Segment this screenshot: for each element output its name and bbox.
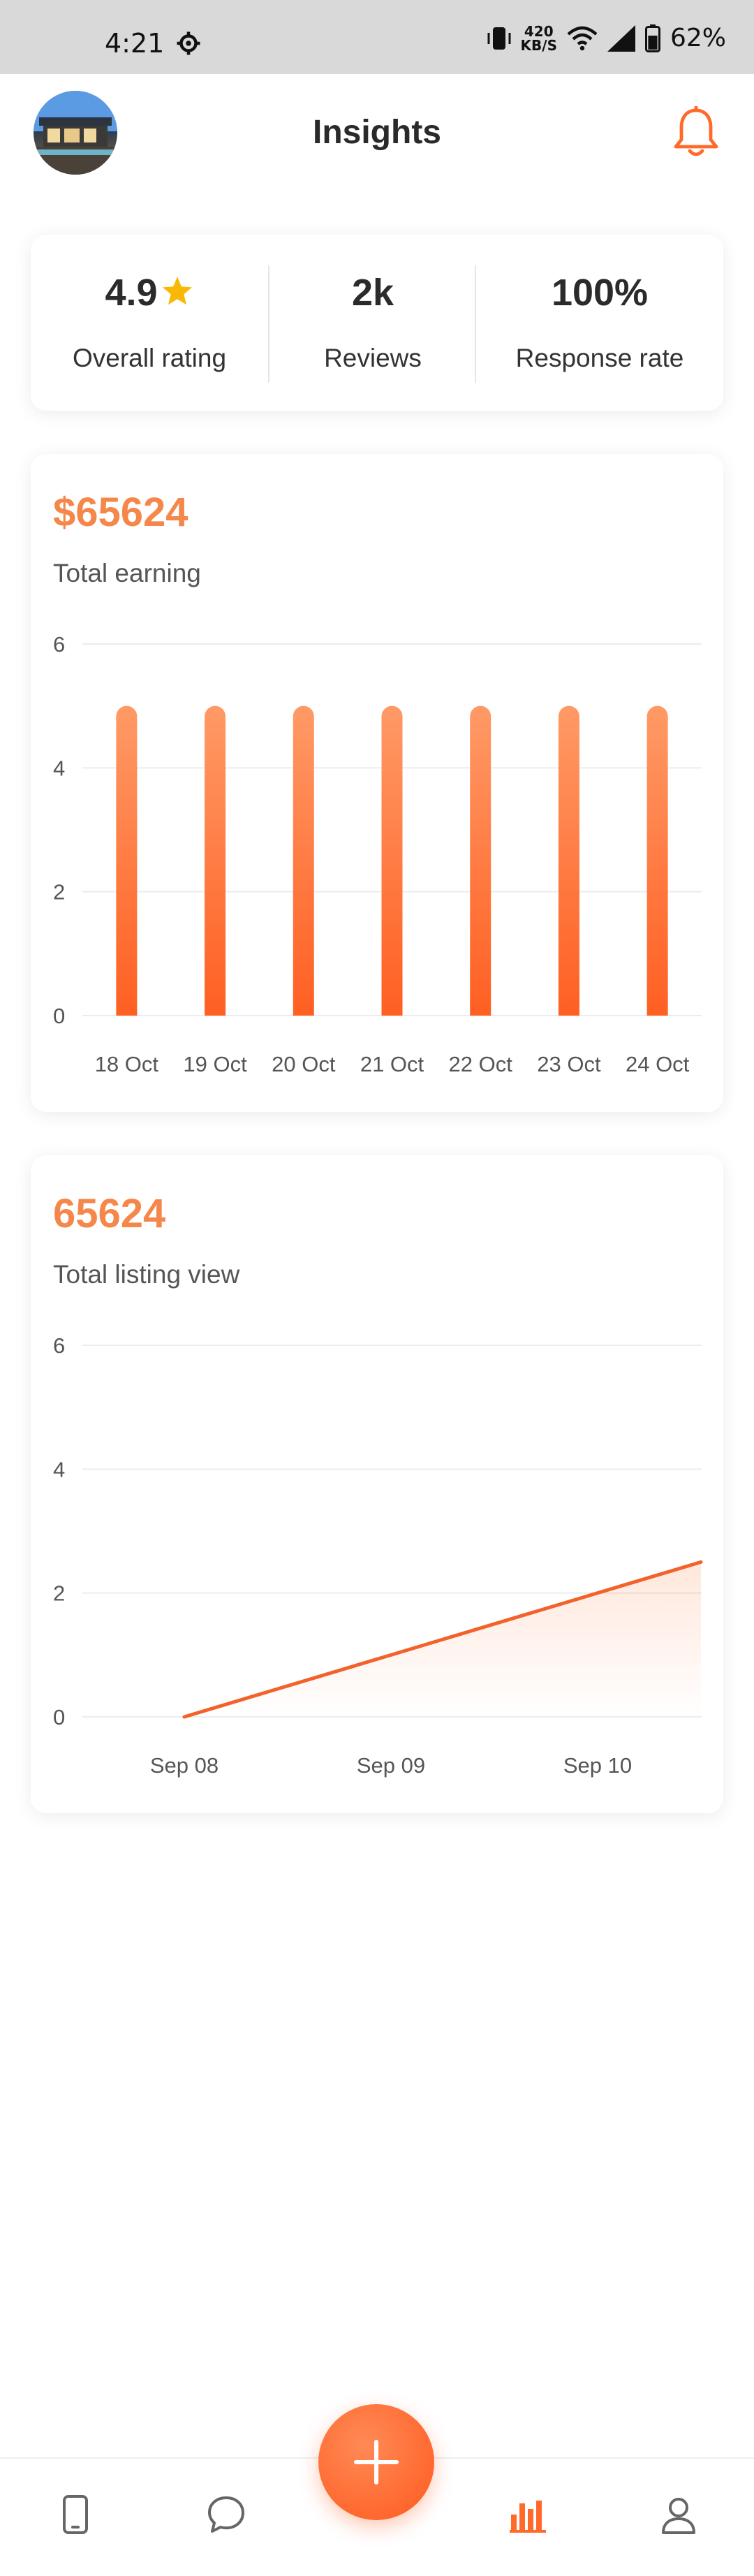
x-tick-label: 18 Oct bbox=[95, 1052, 159, 1076]
bar[interactable] bbox=[205, 705, 226, 1016]
stat-label-reviews: Reviews bbox=[324, 344, 422, 372]
x-tick-label: 20 Oct bbox=[272, 1052, 336, 1076]
bar[interactable] bbox=[558, 705, 579, 1016]
bar[interactable] bbox=[470, 705, 491, 1016]
house-photo-icon bbox=[34, 91, 117, 175]
stat-value-rating: 4.9 bbox=[31, 271, 268, 314]
earnings-amount: $65624 bbox=[53, 490, 188, 535]
y-tick-label: 6 bbox=[53, 1333, 65, 1358]
profile-icon[interactable] bbox=[656, 2492, 701, 2537]
status-bar: 4:21 420 KB/S bbox=[0, 0, 754, 74]
settings-gear-icon bbox=[177, 31, 200, 55]
chat-icon[interactable] bbox=[204, 2492, 249, 2537]
bell-icon[interactable] bbox=[673, 106, 719, 159]
status-time: 4:21 bbox=[105, 28, 165, 59]
y-tick-label: 6 bbox=[53, 632, 65, 657]
stat-overall-rating: 4.9 Overall rating bbox=[31, 235, 268, 411]
stat-divider bbox=[268, 265, 269, 383]
y-tick-label: 0 bbox=[53, 1705, 65, 1729]
stat-response-rate: 100% Response rate bbox=[476, 235, 723, 411]
net-speed-unit: KB/S bbox=[520, 36, 557, 54]
x-tick-label: 23 Oct bbox=[537, 1052, 601, 1076]
y-tick-label: 4 bbox=[53, 1457, 65, 1481]
rating-value: 4.9 bbox=[105, 272, 158, 314]
bar[interactable] bbox=[381, 705, 403, 1016]
battery-percent: 62% bbox=[670, 24, 726, 52]
listing-views-card: 65624 Total listing view 0 2 4 6 Sep 08 Sep 0… bbox=[31, 1155, 723, 1813]
listing-views-line-chart: 0 2 4 6 Sep 08 Sep 09 Sep 10 bbox=[53, 1333, 703, 1778]
stat-divider bbox=[475, 265, 476, 383]
earnings-label: Total earning bbox=[53, 559, 201, 587]
house-photo-avatar[interactable] bbox=[34, 91, 117, 175]
x-tick-label: 24 Oct bbox=[626, 1052, 690, 1076]
add-listing-button[interactable] bbox=[318, 2404, 434, 2520]
stat-label-response: Response rate bbox=[515, 344, 684, 372]
net-speed: 420 KB/S bbox=[521, 24, 557, 52]
views-amount: 65624 bbox=[53, 1191, 166, 1236]
bar-chart-icon[interactable] bbox=[505, 2492, 550, 2537]
status-icons: 420 KB/S 62% bbox=[487, 24, 726, 52]
x-tick-label: Sep 09 bbox=[357, 1753, 425, 1778]
x-tick-label: 19 Oct bbox=[183, 1052, 247, 1076]
net-speed-value: 420 bbox=[524, 22, 554, 40]
app-header: Insights bbox=[0, 74, 754, 193]
add-icon bbox=[354, 2440, 399, 2484]
y-tick-label: 2 bbox=[53, 880, 65, 905]
y-tick-label: 0 bbox=[53, 1004, 65, 1028]
y-tick-label: 2 bbox=[53, 1581, 65, 1606]
stat-reviews: 2k Reviews bbox=[269, 235, 476, 411]
page-title: Insights bbox=[312, 114, 441, 151]
earnings-bar-chart: 0 2 4 6 18 Oct 19 Oct 20 Oct 21 Oct 22 Oct 23 Oct… bbox=[53, 632, 702, 1076]
stat-value-reviews: 2k bbox=[351, 272, 394, 314]
star-icon bbox=[162, 277, 192, 305]
bar[interactable] bbox=[646, 705, 668, 1016]
x-tick-label: Sep 10 bbox=[563, 1753, 632, 1778]
signal-icon bbox=[607, 24, 635, 52]
x-tick-label: 22 Oct bbox=[449, 1052, 513, 1076]
y-tick-label: 4 bbox=[53, 756, 65, 780]
x-tick-label: 21 Oct bbox=[360, 1052, 424, 1076]
stats-card: 4.9 Overall rating 2k Reviews 100% Respo… bbox=[31, 235, 723, 411]
battery-icon bbox=[644, 24, 660, 52]
stat-value-response: 100% bbox=[551, 272, 649, 314]
wifi-icon bbox=[567, 26, 598, 50]
series-line[interactable] bbox=[182, 1560, 703, 1719]
vibrate-icon bbox=[487, 27, 511, 50]
earnings-card: $65624 Total earning 0 2 4 6 18 Oct 19 Oct 20 … bbox=[31, 454, 723, 1112]
bar[interactable] bbox=[116, 705, 138, 1016]
series-area bbox=[184, 1562, 701, 1717]
bar[interactable] bbox=[293, 705, 314, 1016]
stat-label-rating: Overall rating bbox=[72, 344, 227, 372]
x-tick-label: Sep 08 bbox=[150, 1753, 219, 1778]
views-label: Total listing view bbox=[53, 1260, 240, 1289]
phone-icon[interactable] bbox=[53, 2492, 98, 2537]
